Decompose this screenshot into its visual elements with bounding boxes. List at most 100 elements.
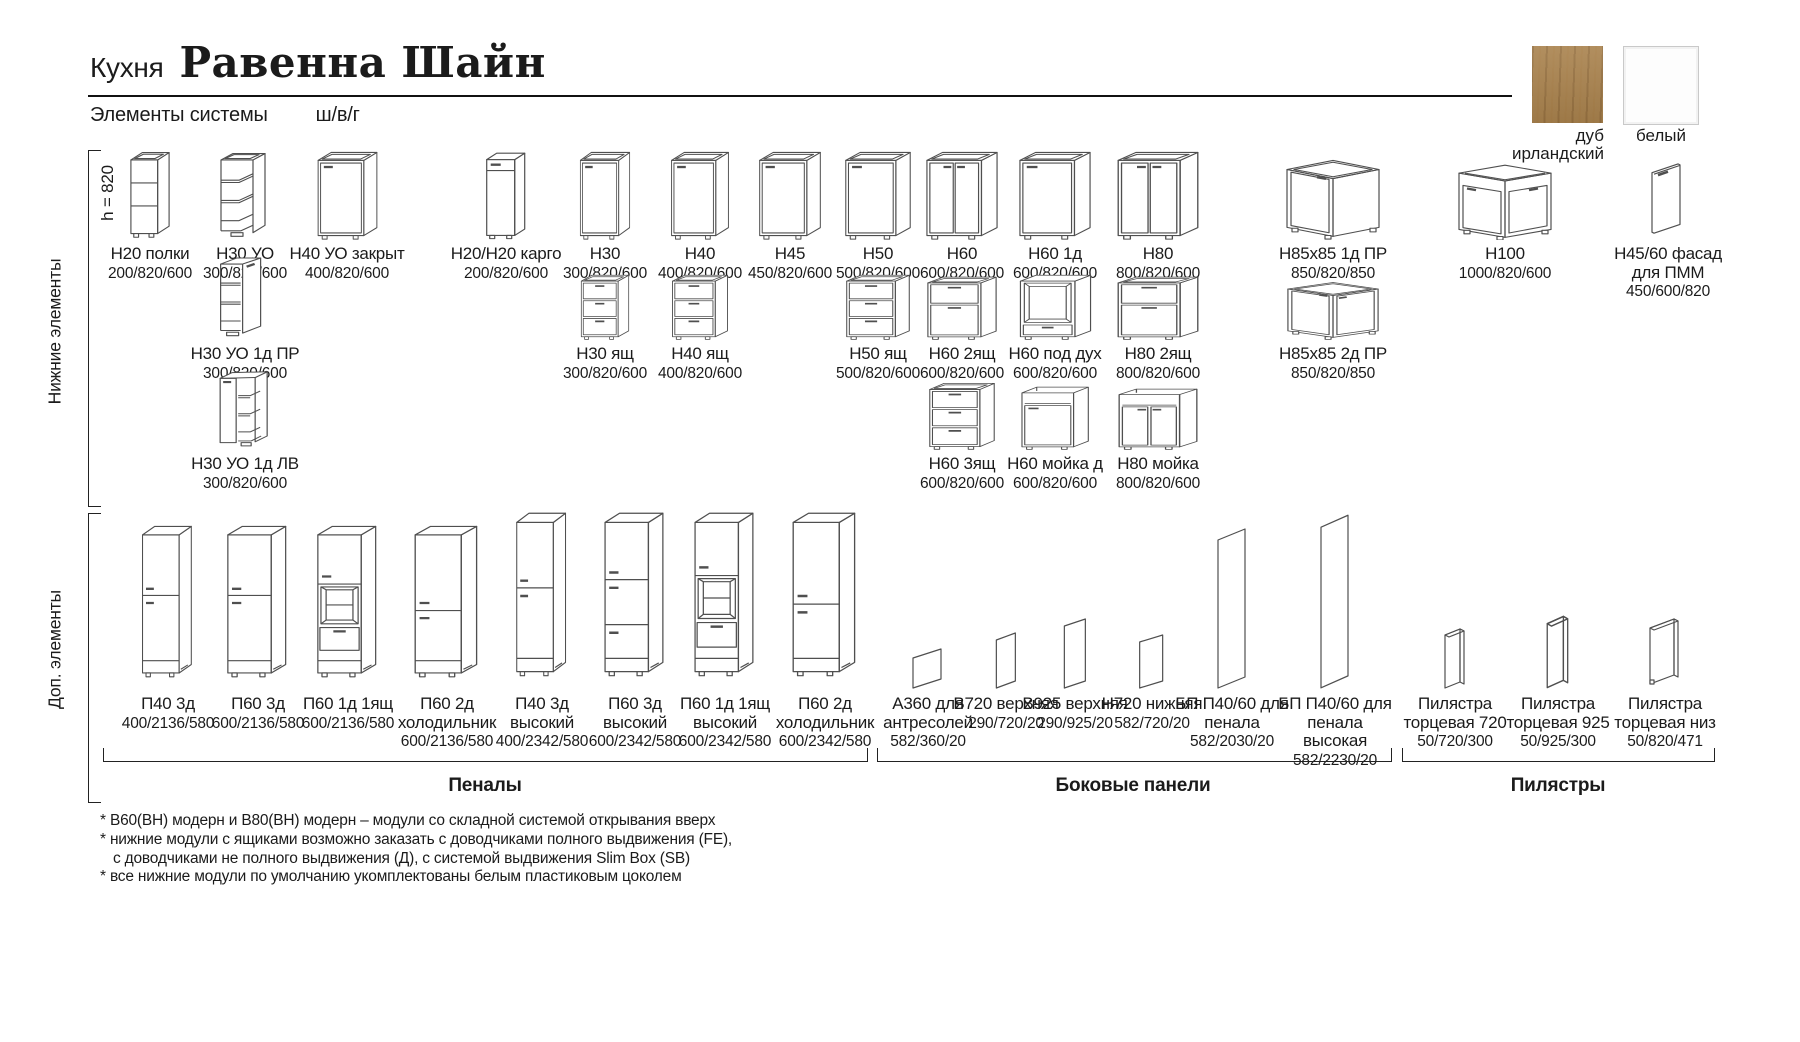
- panel-bp-icon: [1320, 514, 1349, 689]
- item-name: БП П40/60 для пенала высокая: [1278, 694, 1392, 750]
- item-name: Н60 3ящ: [928, 454, 996, 473]
- item-name: П60 1д 1ящ: [302, 694, 394, 713]
- drawer3-icon: [928, 382, 996, 450]
- base-1door-icon: [316, 151, 378, 240]
- item-name: В720 верхняя: [953, 694, 1059, 713]
- item-name: БП П40/60 для пенала: [1175, 694, 1289, 732]
- catalog-item: Н80 800/820/600: [1116, 146, 1200, 282]
- item-dims: 200/820/600: [108, 264, 192, 282]
- item-name: Н50 ящ: [849, 344, 907, 363]
- tall-niche-icon: [693, 512, 755, 677]
- sink-corner-icon: [1457, 163, 1553, 240]
- item-name: Н60: [946, 244, 978, 263]
- catalog-item: П60 1д 1ящ высокий 600/2342/580: [664, 500, 786, 751]
- extra-section-label: Доп. элементы: [44, 590, 65, 709]
- tall-doors-icon: [226, 525, 288, 678]
- base-1door-icon: [670, 151, 730, 240]
- item-dims: 50/820/471: [1627, 733, 1703, 750]
- drawer3-icon: [845, 274, 911, 340]
- item-dims: 400/2136/580: [121, 714, 215, 732]
- item-name: Н45: [774, 244, 806, 263]
- item-dims: 450/600/820: [1626, 283, 1710, 300]
- catalog-item: Н45/60 фасад для ПММ 450/600/820: [1607, 146, 1729, 301]
- group-label-penaly: Пеналы: [448, 775, 522, 796]
- group-bracket-pilasters: [1402, 748, 1715, 762]
- item-name: Н20 полки: [110, 244, 190, 263]
- sink-1door-icon: [1020, 385, 1090, 450]
- item-dims: 400/2342/580: [495, 733, 589, 750]
- drawer2-icon: [1116, 275, 1200, 340]
- item-dims: 300/820/600: [563, 364, 647, 382]
- item-dims: 600/2342/580: [778, 733, 872, 750]
- item-name: Н80 2ящ: [1124, 344, 1192, 363]
- catalog-item: Н85х85 2д ПР 850/820/850: [1279, 268, 1387, 382]
- drawer3-icon: [580, 274, 630, 340]
- item-dims: 600/820/600: [920, 364, 1004, 382]
- item-name: Пилястра торцевая низ: [1614, 694, 1716, 732]
- catalog-item: Н50 500/820/600: [836, 146, 920, 282]
- item-name: П40 3д высокий: [509, 694, 575, 732]
- item-dims: 1000/820/600: [1458, 264, 1552, 282]
- panel-n720-icon: [1139, 634, 1164, 689]
- item-dims: 400/820/600: [305, 264, 389, 282]
- group-bracket-side-panels: [877, 748, 1392, 762]
- tall-fridge-icon: [413, 525, 478, 679]
- catalog-item: Н30 УО 1д ЛВ 300/820/600: [191, 370, 299, 492]
- panel-v925-icon: [1063, 618, 1086, 689]
- catalog-item: П40 3д высокий 400/2342/580: [481, 500, 603, 751]
- item-name: П40 3д: [141, 694, 195, 713]
- item-dims: 582/720/20: [1114, 714, 1190, 732]
- item-dims: 582/360/20: [890, 733, 966, 750]
- white-finish-swatch: [1623, 46, 1699, 125]
- lower-section-label: Нижние элементы: [44, 258, 65, 405]
- item-dims: 600/820/600: [1012, 364, 1097, 382]
- item-dims: 300/820/600: [203, 474, 287, 492]
- item-dims: 600/2342/580: [678, 733, 772, 750]
- catalog-item: П60 3д 600/2136/580: [212, 500, 304, 732]
- tall-doors3-icon: [603, 512, 665, 677]
- catalog-item: Н40 УО закрыт 400/820/600: [290, 146, 405, 282]
- catalog-item: П60 2д холодильник 600/2136/580: [386, 500, 508, 751]
- item-name: Н60 1д: [1028, 244, 1082, 263]
- catalog-item: А360 для антресолей 582/360/20: [867, 500, 989, 751]
- corner-1door-icon: [1285, 159, 1381, 240]
- item-name: Н20/Н20 карго: [450, 244, 562, 263]
- catalog-item: Н30 300/820/600: [563, 146, 647, 282]
- footnote-line: * нижние модули с ящиками возможно заказ…: [100, 830, 733, 848]
- corner-shelf-icon: [220, 152, 266, 237]
- oven-icon: [1018, 274, 1092, 340]
- item-name: Н60 2ящ: [928, 344, 996, 363]
- catalog-item: Н100 1000/820/600: [1455, 146, 1555, 282]
- shelf-open-icon: [130, 152, 170, 238]
- catalog-item: В720 верхняя 290/720/20: [953, 500, 1059, 732]
- catalog-item: Н50 ящ 500/820/600: [836, 268, 920, 382]
- catalog-item: Н40 400/820/600: [658, 146, 742, 282]
- catalog-item: Н30 УО 1д ПР 300/820/600: [190, 256, 300, 382]
- item-dims: 50/925/300: [1520, 733, 1596, 750]
- footnote-line: * все нижние модули по умолчанию укомпле…: [100, 868, 682, 886]
- item-name: Пилястра торцевая 720: [1403, 694, 1507, 732]
- item-name: Н30 УО 1д ПР: [190, 344, 300, 363]
- subtitle: Элементы системы: [90, 104, 268, 126]
- corner-shelf-door-left-icon: [218, 370, 269, 448]
- item-name: Н60 мойка д: [1007, 454, 1103, 473]
- title-underline: [88, 95, 1512, 97]
- catalog-item: Н60 под дух 600/820/600: [1008, 268, 1102, 382]
- item-dims: 450/820/600: [748, 264, 832, 282]
- item-name: Н40 УО закрыт: [289, 244, 405, 263]
- item-dims: 50/720/300: [1417, 733, 1493, 750]
- item-name: П60 3д: [231, 694, 285, 713]
- item-name: Н100: [1485, 244, 1525, 263]
- item-name: Н85х85 2д ПР: [1279, 344, 1387, 363]
- catalog-item: П40 3д 400/2136/580: [122, 500, 214, 732]
- catalog-item: Н20/Н20 карго 200/820/600: [451, 146, 562, 282]
- tall-niche-icon: [316, 525, 378, 678]
- lower-elements-bracket: [88, 150, 101, 507]
- footnotes: * В60(ВН) модерн и В80(ВН) модерн – моду…: [100, 812, 732, 887]
- catalog-item: Н30 ящ 300/820/600: [563, 268, 647, 382]
- subtitle-row: Элементы системы ш/в/г: [90, 104, 360, 127]
- dims-legend: ш/в/г: [315, 104, 360, 126]
- oak-finish-label: дуб ирландский: [1512, 126, 1604, 163]
- catalog-item: Н80 мойка 800/820/600: [1116, 378, 1200, 492]
- pilaster-icon: [1444, 628, 1465, 689]
